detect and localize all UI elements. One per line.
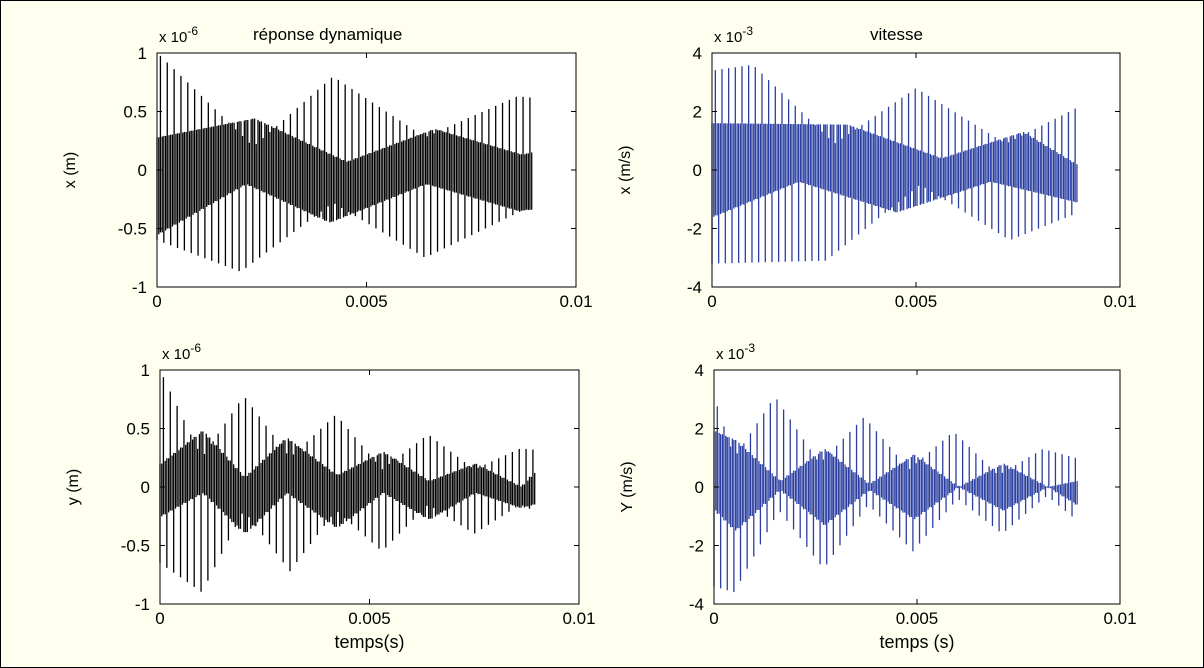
x-axis-label: temps (s)	[879, 632, 954, 652]
subplot-bottom-left: 0 0.005 0.01 1 0.5 0 -0.5 -1 x 10-6 y (m) temps(s)	[65, 341, 596, 652]
y-tick-label: 2	[693, 103, 702, 122]
data-series	[156, 55, 533, 272]
subplot-bottom-right: 0 0.005 0.01 4 2 0 -2 -4 x 10-3 Y (m/s) temps (s)	[619, 341, 1137, 652]
subplot-top-left: 0 0.005 0.01 1 0.5 0 -0.5 -1 x 10-6 réponse dynam…	[62, 24, 593, 311]
y-tick-label: 1	[141, 361, 150, 380]
exponent-prefix: x 10	[716, 346, 744, 363]
y-tick-label: -1	[135, 595, 150, 614]
y-tick-label: -4	[689, 595, 704, 614]
y-exponent-label: x 10-6	[162, 341, 201, 363]
x-tick-label: 0.01	[1103, 292, 1136, 311]
x-tick-label: 0.01	[559, 292, 592, 311]
y-tick-label: -0.5	[121, 537, 150, 556]
x-axis-label: temps(s)	[334, 632, 404, 652]
data-series	[713, 399, 1078, 593]
exponent-prefix: x 10	[714, 29, 742, 46]
x-tick-label: 0.005	[895, 292, 938, 311]
x-tick-label: 0.005	[345, 292, 388, 311]
y-tick-label: 0	[693, 161, 702, 180]
x-tick-label: 0.01	[1103, 609, 1136, 628]
data-series	[711, 65, 1078, 264]
y-tick-label: 2	[695, 420, 704, 439]
exponent-power: -6	[190, 341, 201, 355]
chart-title: vitesse	[870, 25, 923, 44]
x-tick-label: 0	[152, 292, 161, 311]
y-axis-label: y (m)	[65, 469, 82, 505]
y-tick-label: -4	[687, 278, 702, 297]
y-axis-label: x (m/s)	[617, 146, 634, 195]
y-tick-label: 4	[695, 361, 704, 380]
y-tick-label: 1	[138, 44, 147, 63]
y-exponent-label: x 10-3	[714, 24, 753, 46]
exponent-prefix: x 10	[162, 346, 190, 363]
y-tick-label: 0	[138, 161, 147, 180]
y-tick-label: 0	[141, 478, 150, 497]
x-tick-label: 0.005	[896, 609, 939, 628]
y-tick-label: 0.5	[123, 103, 147, 122]
exponent-power: -3	[744, 341, 755, 355]
y-tick-label: 0.5	[126, 420, 150, 439]
exponent-power: -3	[742, 24, 753, 38]
y-tick-label: -2	[687, 220, 702, 239]
x-tick-label: 0	[707, 292, 716, 311]
x-tick-label: 0	[709, 609, 718, 628]
y-axis-label: x (m)	[62, 152, 79, 188]
exponent-prefix: x 10	[159, 29, 187, 46]
x-tick-label: 0	[155, 609, 164, 628]
y-exponent-label: x 10-3	[716, 341, 755, 363]
exponent-power: -6	[187, 24, 198, 38]
y-tick-label: 4	[693, 44, 702, 63]
chart-title: réponse dynamique	[253, 25, 402, 44]
data-series	[159, 377, 536, 592]
y-axis-label: Y (m/s)	[619, 461, 636, 512]
y-tick-label: -1	[132, 278, 147, 297]
y-tick-label: -2	[689, 537, 704, 556]
subplot-top-right: 0 0.005 0.01 4 2 0 -2 -4 x 10-3 vitesse x (m/s)	[617, 24, 1137, 311]
y-tick-label: 0	[695, 478, 704, 497]
y-exponent-label: x 10-6	[159, 24, 198, 46]
x-tick-label: 0.005	[348, 609, 391, 628]
x-tick-label: 0.01	[562, 609, 595, 628]
y-tick-label: -0.5	[118, 220, 147, 239]
